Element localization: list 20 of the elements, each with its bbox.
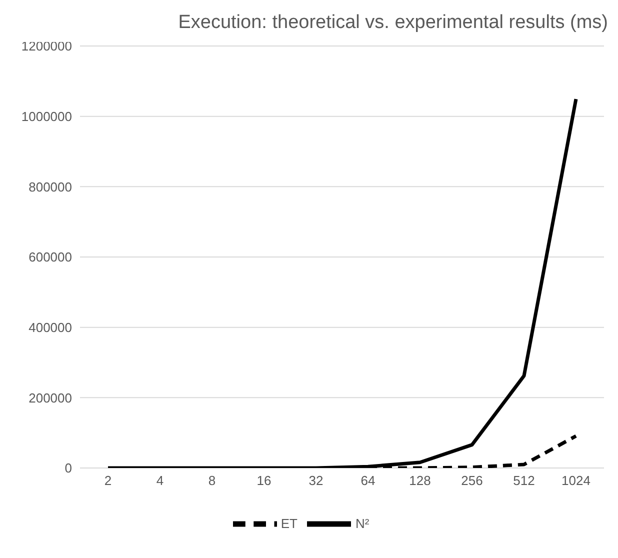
x-tick-label: 2 xyxy=(104,473,112,488)
x-tick-label: 4 xyxy=(156,473,164,488)
y-tick-label: 200000 xyxy=(28,390,72,406)
line-series xyxy=(106,97,578,468)
y-tick-label: 1000000 xyxy=(21,108,72,124)
legend-label: N² xyxy=(355,516,370,532)
x-tick-label: 64 xyxy=(360,473,376,488)
y-tick-label: 400000 xyxy=(28,320,72,335)
x-tick-label: 256 xyxy=(461,473,483,488)
x-tick-label: 16 xyxy=(256,473,272,488)
y-tick-label: 600000 xyxy=(28,250,72,265)
legend-label: ET xyxy=(280,516,298,532)
x-tick-label: 1024 xyxy=(562,473,590,488)
x-tick-label: 32 xyxy=(308,473,324,488)
x-tick-label: 8 xyxy=(208,473,216,488)
y-tick-label: 0 xyxy=(64,460,72,476)
chart-title: Execution: theoretical vs. experimental results (ms) xyxy=(178,12,608,33)
y-tick-label: 800000 xyxy=(28,179,72,194)
x-tick-label: 512 xyxy=(513,473,535,488)
x-tick-label: 128 xyxy=(409,473,431,488)
